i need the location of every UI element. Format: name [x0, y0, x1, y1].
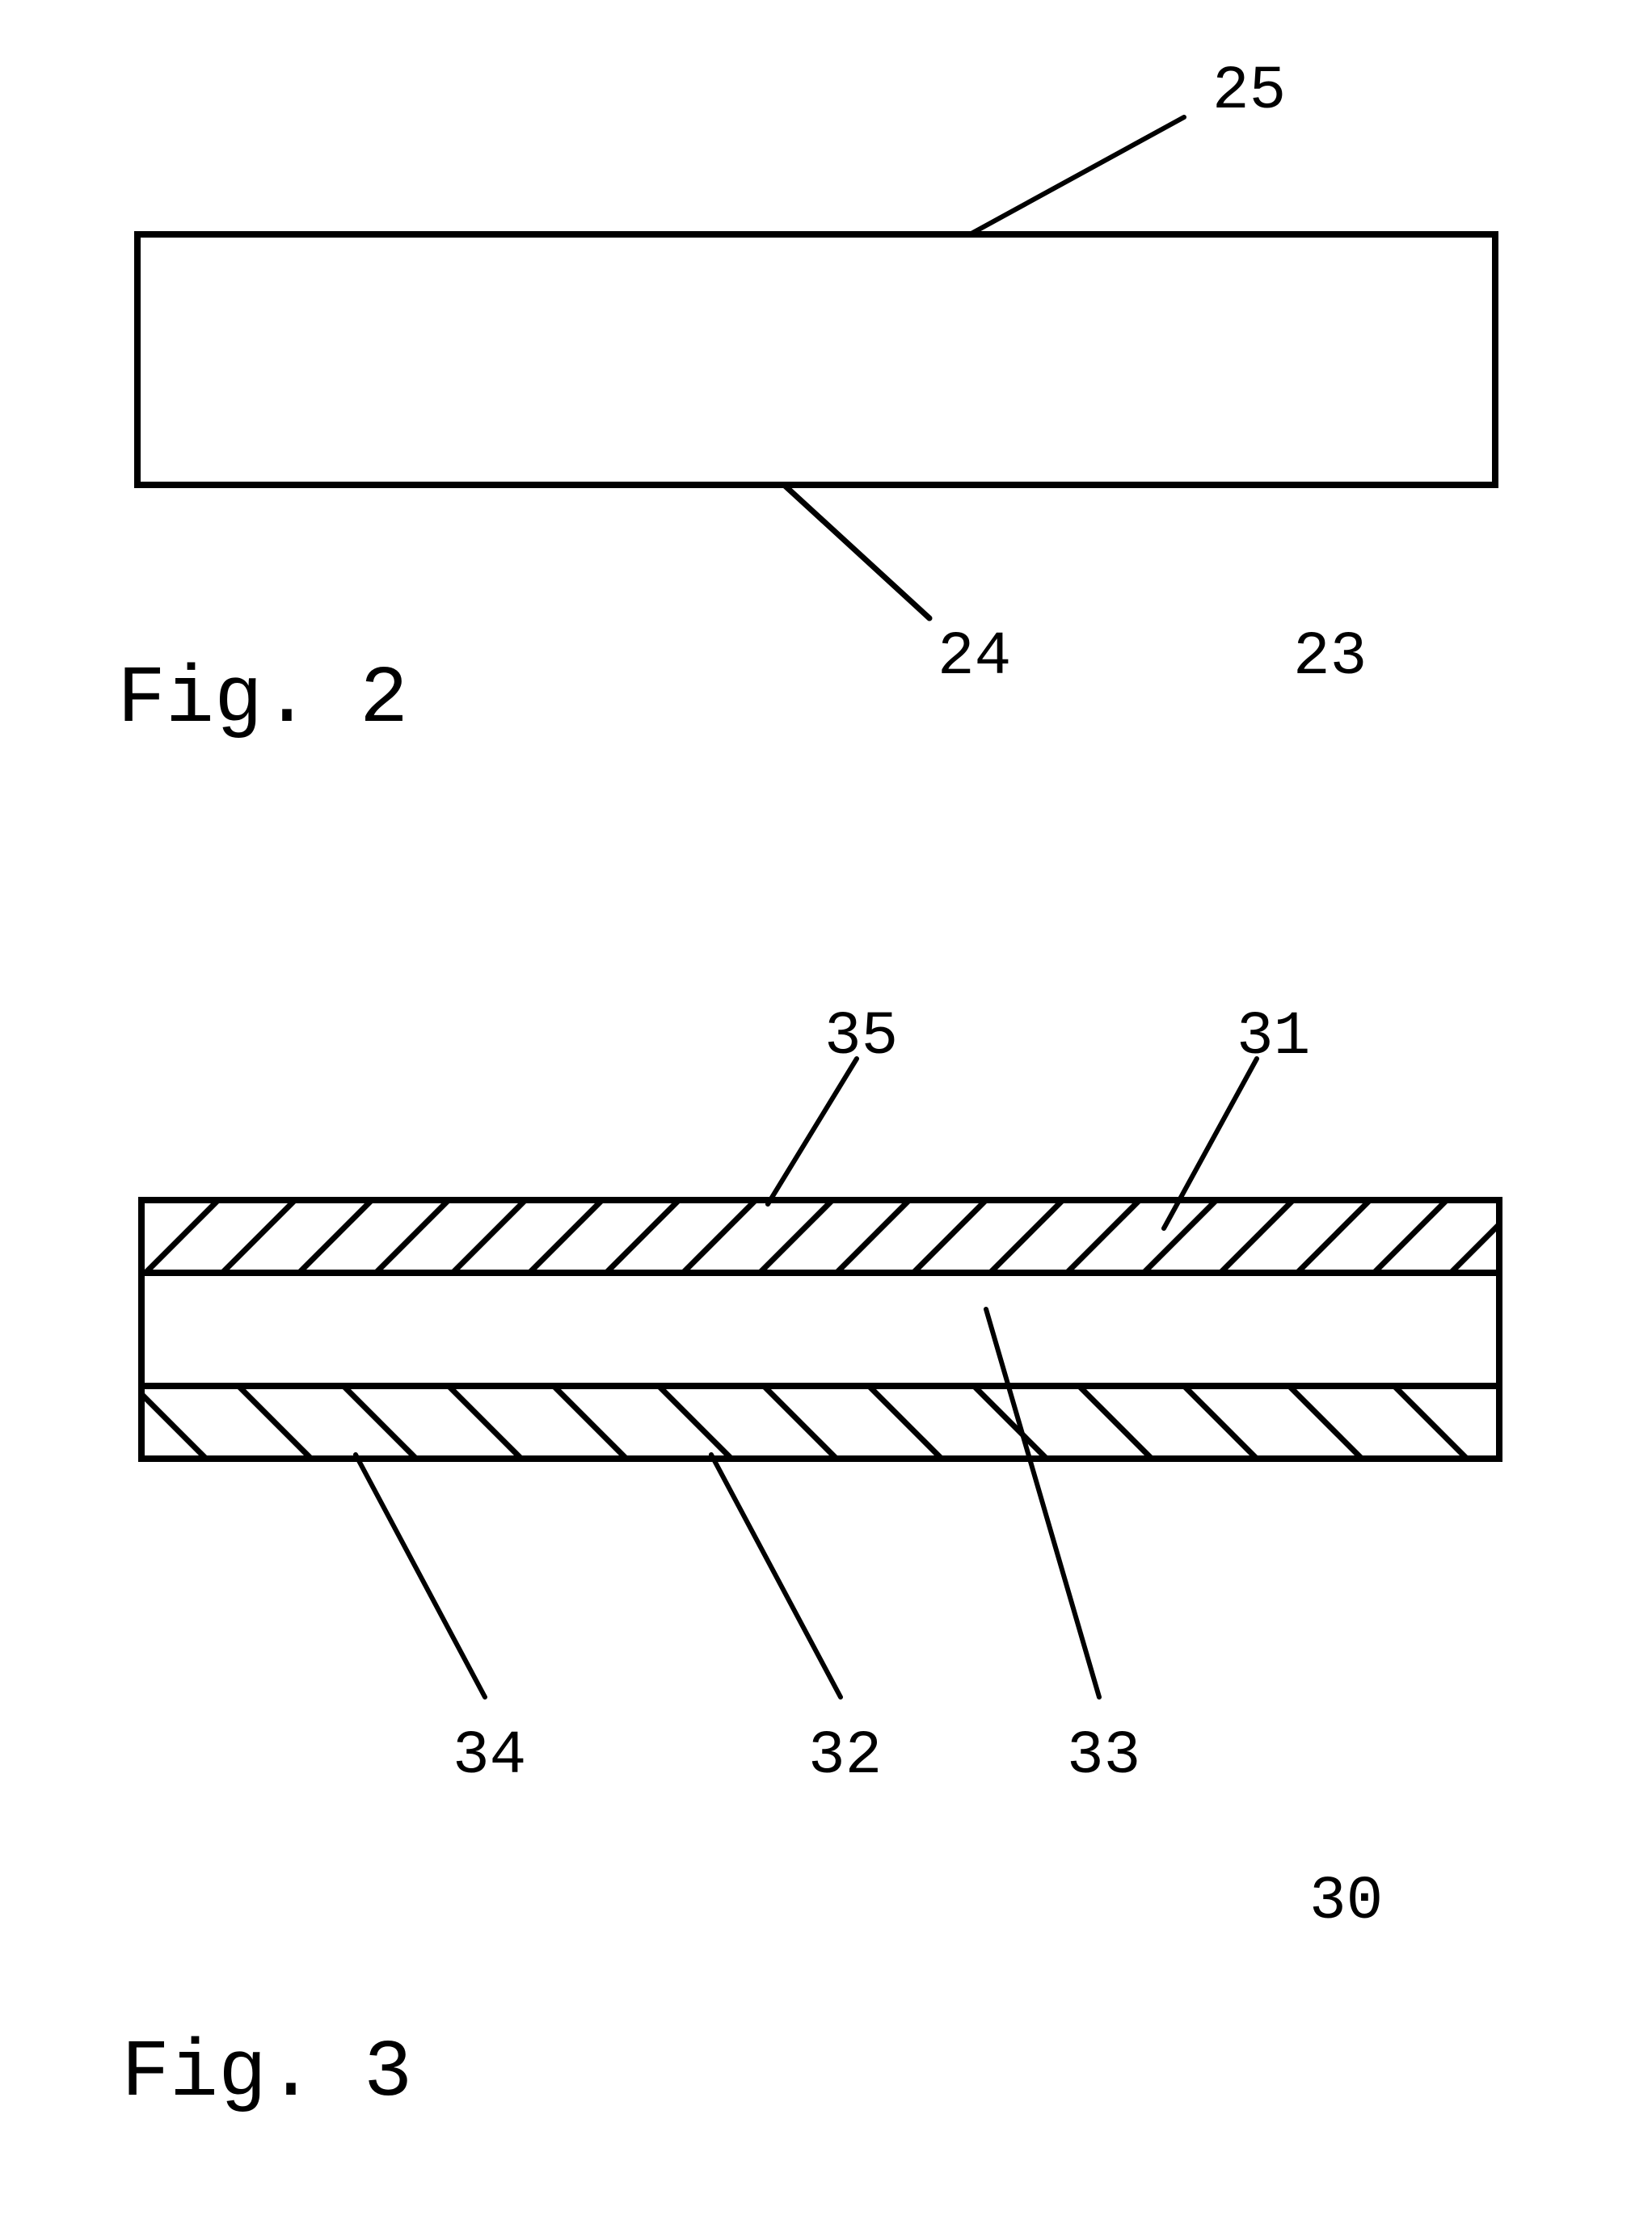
- ref-num-25: 25: [1212, 57, 1286, 126]
- lead-line-34: [356, 1455, 485, 1697]
- diagram-stage: 25 24 23 Fig. 2 35 31 34 32 33 30 Fig. 3: [0, 0, 1652, 2224]
- ref-num-31: 31: [1237, 1002, 1310, 1072]
- fig3-bottom-layer: [141, 1386, 1499, 1459]
- lead-line-25: [970, 117, 1184, 234]
- ref-num-32: 32: [808, 1721, 882, 1791]
- ref-num-35: 35: [824, 1002, 898, 1072]
- fig2-group: [137, 117, 1495, 618]
- lead-line-35: [768, 1059, 857, 1204]
- diagram-svg: [0, 0, 1652, 2224]
- ref-num-23: 23: [1293, 622, 1367, 692]
- fig2-layer: [137, 234, 1495, 485]
- fig3-caption: Fig. 3: [121, 2028, 412, 2120]
- ref-num-34: 34: [453, 1721, 526, 1791]
- ref-num-33: 33: [1067, 1721, 1140, 1791]
- fig3-middle-layer: [141, 1273, 1499, 1386]
- fig3-group: [141, 1059, 1499, 1697]
- fig2-caption: Fig. 2: [117, 655, 408, 746]
- lead-line-24: [784, 485, 929, 618]
- ref-num-24: 24: [938, 622, 1011, 692]
- lead-line-32: [711, 1455, 841, 1697]
- ref-num-30: 30: [1309, 1867, 1383, 1936]
